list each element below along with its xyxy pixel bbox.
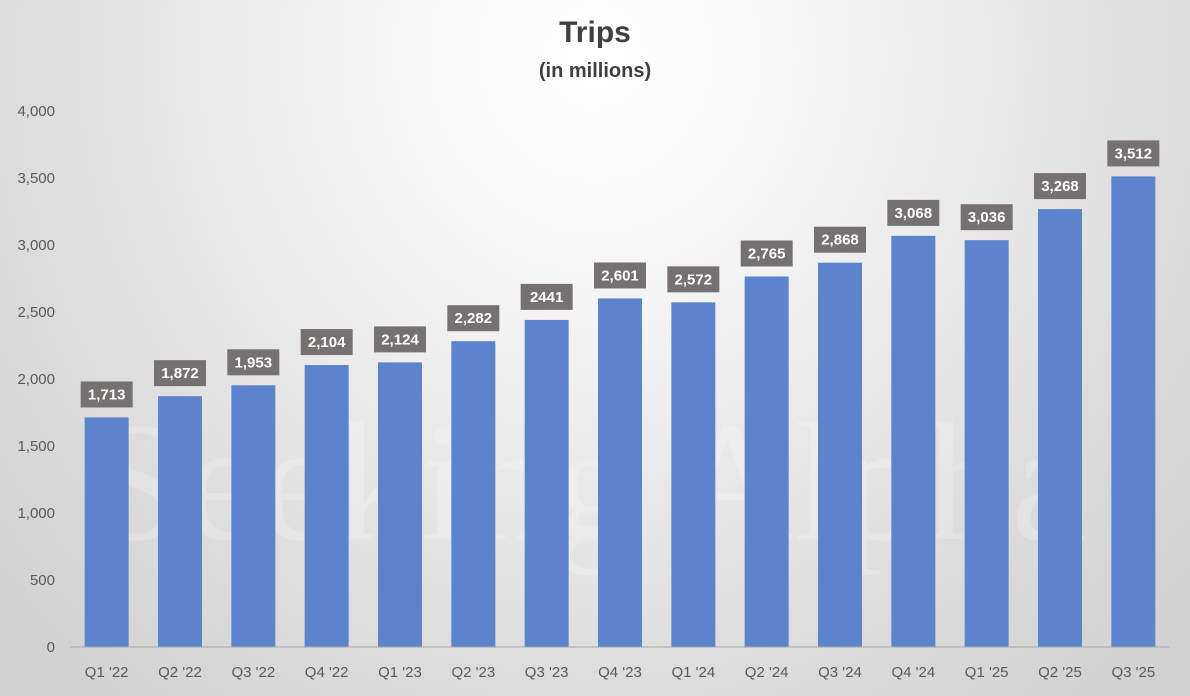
data-label: 2,572: [675, 271, 713, 288]
data-label-box: [814, 226, 866, 253]
x-tick-label: Q4 '23: [598, 664, 642, 681]
bar: [671, 302, 716, 647]
x-tick-label: Q3 '24: [818, 664, 862, 681]
data-label: 2,601: [601, 267, 639, 284]
x-tick-label: Q3 '23: [525, 664, 569, 681]
data-label: 2,765: [748, 245, 786, 262]
bar: [964, 240, 1009, 647]
y-tick-label: 0: [47, 639, 55, 656]
bar: [1038, 209, 1082, 647]
bar: [598, 298, 642, 647]
data-label-box: [447, 305, 500, 332]
data-label-box: [594, 262, 646, 289]
data-label: 2,124: [381, 331, 419, 348]
y-tick-label: 3,000: [17, 237, 55, 254]
data-label: 2,104: [308, 334, 346, 351]
data-label-box: [667, 266, 720, 293]
bar: [84, 417, 129, 647]
x-tick-label: Q1 '24: [671, 664, 715, 681]
y-tick-label: 1,500: [17, 438, 55, 455]
bar: [451, 341, 496, 647]
data-label-box: [227, 349, 280, 376]
x-tick-label: Q3 '22: [231, 664, 275, 681]
bar: [231, 385, 276, 647]
y-tick-label: 2,000: [17, 371, 55, 388]
x-tick-label: Q2 '24: [745, 664, 789, 681]
y-tick-label: 4,000: [17, 103, 55, 120]
data-label: 3,268: [1041, 178, 1079, 195]
data-label-box: [80, 381, 133, 408]
bar: [158, 396, 202, 647]
bar: [304, 365, 349, 647]
data-label-box: [1034, 173, 1086, 200]
x-tick-label: Q1 '23: [378, 664, 422, 681]
data-label: 1,953: [235, 354, 273, 371]
bar: [818, 262, 862, 647]
data-label-box: [374, 326, 426, 353]
x-tick-label: Q2 '25: [1038, 664, 1082, 681]
x-tick-label: Q4 '24: [891, 664, 935, 681]
bar: [1111, 176, 1156, 647]
data-label-box: [154, 360, 206, 387]
y-tick-label: 1,000: [17, 505, 55, 522]
data-label-box: [1107, 140, 1160, 167]
data-label-box: [300, 329, 353, 356]
data-label: 2441: [530, 289, 563, 306]
data-label: 3,512: [1115, 145, 1153, 162]
data-label-box: [520, 283, 573, 310]
x-tick-label: Q2 '22: [158, 664, 202, 681]
data-label: 2,868: [821, 232, 859, 249]
x-tick-label: Q3 '25: [1111, 664, 1155, 681]
data-label: 3,068: [895, 205, 933, 222]
data-label: 1,713: [88, 386, 126, 403]
bar: [744, 276, 789, 647]
x-tick-label: Q1 '22: [85, 664, 129, 681]
bar: [891, 235, 936, 647]
y-tick-label: 2,500: [17, 304, 55, 321]
x-tick-label: Q1 '25: [965, 664, 1009, 681]
bar: [524, 319, 569, 647]
data-label-box: [887, 199, 940, 226]
data-label: 2,282: [455, 310, 493, 327]
x-tick-label: Q2 '23: [451, 664, 495, 681]
chart-subtitle: (in millions): [538, 60, 652, 82]
y-tick-label: 500: [30, 572, 55, 589]
data-label: 3,036: [968, 209, 1006, 226]
chart-title: Trips: [559, 16, 631, 49]
x-tick-label: Q4 '22: [305, 664, 349, 681]
data-label-box: [960, 204, 1013, 231]
bar: [378, 362, 422, 647]
data-label-box: [740, 240, 793, 267]
y-tick-label: 3,500: [17, 170, 55, 187]
data-label: 1,872: [161, 365, 199, 382]
